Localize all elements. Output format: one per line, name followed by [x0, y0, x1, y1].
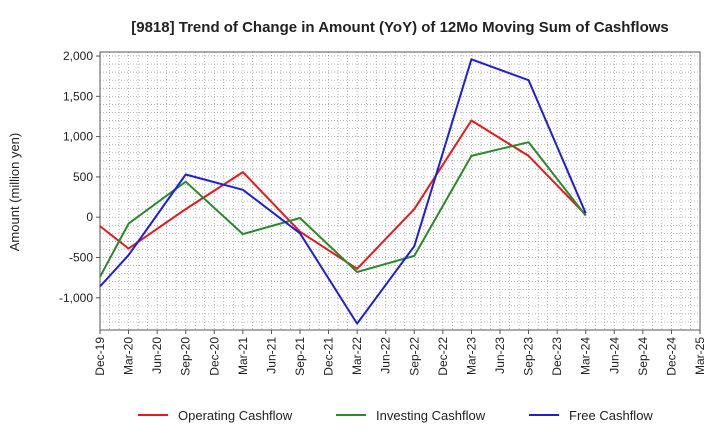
y-tick-label: 0: [86, 210, 93, 224]
series-line-free-cashflow: [99, 58, 587, 325]
x-tick-label: Jun-20: [150, 337, 164, 374]
y-tick-label: 1,000: [63, 130, 93, 144]
y-tick-label: 2,000: [63, 49, 93, 63]
grid-lines: [100, 52, 700, 330]
x-tick-label: Dec-20: [207, 337, 221, 376]
x-tick-label: Sep-20: [179, 337, 193, 376]
x-tick-label: Sep-24: [636, 337, 650, 376]
x-tick-label: Dec-21: [322, 337, 336, 376]
series-lines: [99, 58, 587, 325]
legend-label: Operating Cashflow: [178, 408, 293, 423]
x-tick-label: Sep-22: [407, 337, 421, 376]
x-tick-label: Dec-24: [664, 337, 678, 376]
x-tick-label: Dec-22: [436, 337, 450, 376]
x-tick-label: Mar-21: [236, 337, 250, 375]
legend: Operating Cashflow Investing Cashflow Free…: [138, 408, 653, 423]
x-tick-label: Dec-19: [93, 337, 107, 376]
x-tick-label: Mar-22: [350, 337, 364, 375]
chart-title: [9818] Trend of Change in Amount (YoY) o…: [131, 19, 669, 36]
legend-label: Investing Cashflow: [376, 408, 486, 423]
y-tick-label: -500: [69, 250, 93, 264]
x-tick-label: Dec-23: [550, 337, 564, 376]
plot-frame: [99, 51, 701, 331]
x-tick-label: Mar-24: [579, 337, 593, 375]
y-tick-label: 500: [73, 170, 93, 184]
x-tick-label: Jun-24: [607, 337, 621, 374]
series-line-operating-cashflow: [99, 119, 587, 270]
x-tick-label: Sep-21: [293, 337, 307, 376]
legend-label: Free Cashflow: [569, 408, 653, 423]
x-tick-label: Mar-25: [693, 337, 707, 375]
series-line-investing-cashflow: [99, 141, 587, 278]
x-tick-label: Jun-21: [264, 337, 278, 374]
y-axis-ticks: 2,000 1,500 1,000 500 0 -500 -1,000: [59, 49, 100, 305]
x-tick-label: Mar-20: [122, 337, 136, 375]
x-tick-label: Mar-23: [464, 337, 478, 375]
y-axis-label: Amount (million yen): [7, 133, 22, 252]
x-tick-label: Sep-23: [522, 337, 536, 376]
x-axis-ticks: Dec-19 Mar-20 Jun-20 Sep-20 Dec-20 Mar-21 Jun-…: [93, 330, 707, 376]
y-tick-label: -1,000: [59, 291, 93, 305]
x-tick-label: Jun-22: [379, 337, 393, 374]
x-tick-label: Jun-23: [493, 337, 507, 374]
y-tick-label: 1,500: [63, 89, 93, 103]
